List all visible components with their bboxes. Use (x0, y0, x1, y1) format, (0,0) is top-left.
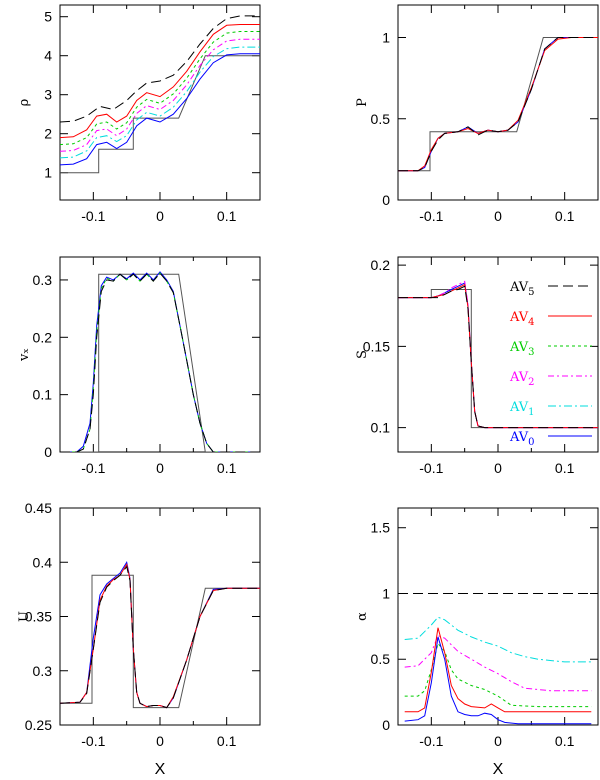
panel-rho: -0.1 0 0.1 1 2 3 4 5 ρ (17, 4, 261, 224)
panel-vx: -0.1 0 0.1 0 0.1 0.2 0.3 vₓ (17, 256, 261, 476)
x-tick-label-alpha: -0.1 (419, 733, 443, 749)
plot-frame-U (59, 507, 261, 726)
x-tick-label-S: 0 (494, 460, 502, 476)
panel-S: -0.1 0 0.1 0.1 0.15 0.2 S AV5 AV4 AV3 AV2 AV1 AV0 (355, 256, 599, 476)
y-tick-label-U: 0.4 (33, 554, 53, 570)
x-tick-label-S: 0.1 (555, 460, 575, 476)
y-tick-label-U: 0.45 (25, 500, 52, 516)
series-exact-vx (60, 273, 260, 452)
series-AV0-U (60, 560, 260, 709)
y-tick-label-vx: 0.1 (33, 387, 53, 403)
x-tick-label-vx: 0 (156, 460, 164, 476)
y-tick-label-rho: 4 (44, 48, 52, 64)
y-tick-label-U: 0.35 (25, 609, 52, 625)
x-tick-label-U: 0.1 (217, 733, 237, 749)
y-tick-label-P: 0 (382, 192, 390, 208)
series-AV2-rho (60, 38, 260, 152)
y-axis-label-U: U (17, 611, 32, 622)
legend-label-AV2: AV2 (509, 370, 535, 388)
y-axis-label-P: P (355, 98, 370, 107)
x-axis-label-U: X (155, 761, 166, 778)
y-tick-label-alpha: 0.5 (371, 651, 391, 667)
series-AV5-rho (60, 15, 260, 123)
y-tick-label-S: 0.1 (371, 420, 391, 436)
legend-label-AV5: AV5 (509, 280, 535, 298)
series-AV0-P (398, 37, 598, 172)
legend-label-AV4: AV4 (509, 310, 535, 328)
series-AV4-U (60, 563, 260, 709)
y-tick-label-P: 0.5 (371, 111, 391, 127)
x-tick-label-rho: 0 (156, 208, 164, 224)
y-tick-label-rho: 2 (44, 126, 52, 142)
series-AV5-U (60, 565, 260, 709)
y-axis-label-rho: ρ (17, 99, 32, 107)
y-tick-label-P: 1 (382, 30, 390, 46)
plot-frame-rho (59, 4, 261, 201)
y-axis-label-vx: vₓ (17, 348, 32, 362)
series-AV2-alpha (404, 634, 592, 692)
panel-U: -0.1 0 0.1 0.25 0.3 0.35 0.4 0.45 U X (17, 500, 261, 778)
y-tick-label-alpha: 1.5 (371, 520, 391, 536)
x-tick-label-P: 0.1 (555, 208, 575, 224)
series-exact-P (398, 37, 598, 172)
y-tick-label-rho: 3 (44, 87, 52, 103)
x-tick-label-rho: 0.1 (217, 208, 237, 224)
y-tick-label-U: 0.3 (33, 663, 53, 679)
x-tick-label-P: 0 (494, 208, 502, 224)
x-axis-label-alpha: X (493, 761, 504, 778)
y-tick-label-vx: 0 (44, 444, 52, 460)
series-AV1-alpha (404, 616, 592, 663)
y-tick-label-rho: 1 (44, 165, 52, 181)
legend-label-AV1: AV1 (509, 400, 535, 418)
series-AV1-rho (60, 46, 260, 159)
series-exact-U (60, 574, 260, 709)
x-tick-label-S: -0.1 (419, 460, 443, 476)
panel-alpha: -0.1 0 0.1 0 0.5 1 1.5 α X (355, 507, 599, 778)
series-AV4-rho (60, 24, 260, 139)
x-tick-label-U: 0 (156, 733, 164, 749)
y-axis-label-S: S (355, 350, 370, 359)
x-tick-label-vx: 0.1 (217, 460, 237, 476)
series-AV4-P (398, 37, 598, 172)
x-tick-label-P: -0.1 (419, 208, 443, 224)
panel-P: -0.1 0 0.1 0 0.5 1 P (355, 4, 599, 224)
y-tick-label-U: 0.25 (25, 717, 52, 733)
y-tick-label-vx: 0.3 (33, 272, 53, 288)
x-tick-label-alpha: 0.1 (555, 733, 575, 749)
y-tick-label-S: 0.2 (371, 257, 391, 273)
series-AV5-P (398, 37, 598, 172)
x-tick-label-rho: -0.1 (81, 208, 105, 224)
y-axis-label-alpha: α (355, 612, 370, 621)
y-tick-label-S: 0.15 (363, 338, 390, 354)
legend: AV5 AV4 AV3 AV2 AV1 AV0 (509, 280, 592, 448)
y-tick-label-rho: 5 (44, 9, 52, 25)
series-exact-S (398, 289, 598, 429)
x-tick-label-alpha: 0 (494, 733, 502, 749)
series-AV4-alpha (404, 627, 592, 713)
y-tick-label-alpha: 0 (382, 717, 390, 733)
legend-label-AV3: AV3 (509, 340, 535, 358)
legend-label-AV0: AV0 (509, 430, 535, 448)
series-AV5-vx (60, 272, 260, 452)
y-tick-label-vx: 0.2 (33, 329, 53, 345)
series-AV0-alpha (404, 636, 592, 725)
series-AV5-S (398, 285, 598, 429)
series-AV0-rho (60, 53, 260, 166)
y-tick-label-alpha: 1 (382, 585, 390, 601)
series-AV3-rho (60, 31, 260, 146)
x-tick-label-U: -0.1 (81, 733, 105, 749)
x-tick-label-vx: -0.1 (81, 460, 105, 476)
